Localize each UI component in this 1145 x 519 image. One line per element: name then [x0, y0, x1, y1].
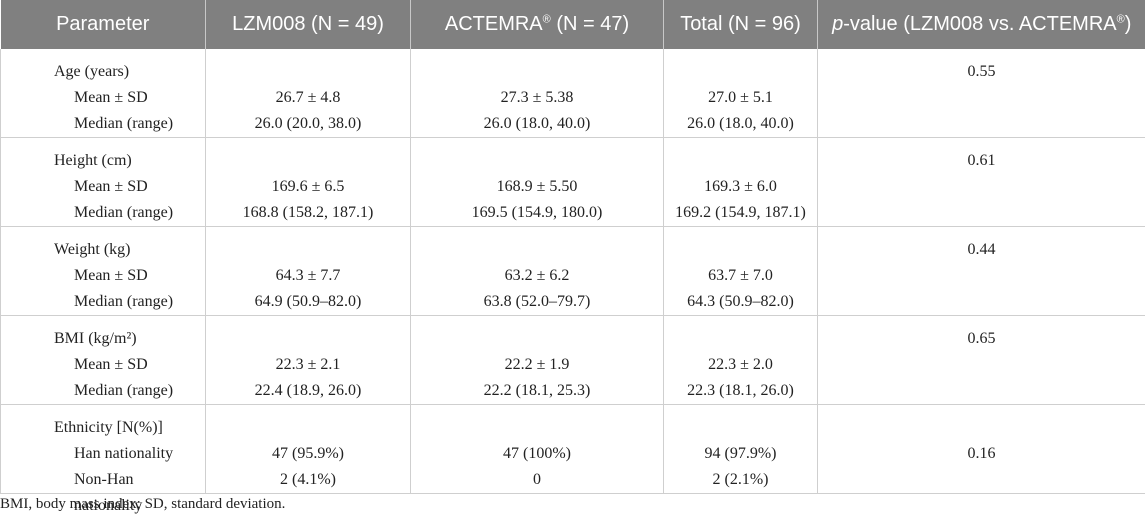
parameter-sub-label: Han nationality	[1, 441, 205, 467]
parameter-sub-label: Median (range)	[1, 200, 205, 226]
lzm008-value: 64.3 ± 7.7	[206, 263, 410, 289]
pvalue: 0.44	[818, 237, 1145, 263]
parameter-cell: BMI (kg/m²) Mean ± SD Median (range)	[1, 316, 206, 405]
table-row: Height (cm) Mean ± SD Median (range) 169…	[1, 138, 1145, 227]
actemra-value: 27.3 ± 5.38	[411, 85, 663, 111]
parameter-label: Weight (kg)	[1, 237, 205, 263]
actemra-value: 168.9 ± 5.50	[411, 174, 663, 200]
actemra-cell: 63.2 ± 6.2 63.8 (52.0–79.7)	[411, 227, 664, 316]
actemra-value: 169.5 (154.9, 180.0)	[411, 200, 663, 226]
lzm008-cell: 22.3 ± 2.1 22.4 (18.9, 26.0)	[206, 316, 411, 405]
lzm008-value: 2 (4.1%)	[206, 467, 410, 493]
header-pvalue: p-value (LZM008 vs. ACTEMRA®)	[818, 0, 1145, 49]
total-cell: 27.0 ± 5.1 26.0 (18.0, 40.0)	[664, 49, 818, 138]
lzm008-value: 22.4 (18.9, 26.0)	[206, 378, 410, 404]
parameter-cell: Weight (kg) Mean ± SD Median (range)	[1, 227, 206, 316]
pvalue: 0.61	[818, 148, 1145, 174]
baseline-characteristics-table: Parameter LZM008 (N = 49) ACTEMRA® (N = …	[0, 0, 1145, 494]
total-value: 169.3 ± 6.0	[664, 174, 817, 200]
actemra-value: 26.0 (18.0, 40.0)	[411, 111, 663, 137]
total-value: 26.0 (18.0, 40.0)	[664, 111, 817, 137]
header-total: Total (N = 96)	[664, 0, 818, 49]
total-cell: 169.3 ± 6.0 169.2 (154.9, 187.1)	[664, 138, 818, 227]
parameter-cell: Height (cm) Mean ± SD Median (range)	[1, 138, 206, 227]
lzm008-value: 169.6 ± 6.5	[206, 174, 410, 200]
lzm008-value: 26.0 (20.0, 38.0)	[206, 111, 410, 137]
pvalue-cell: 0.44	[818, 227, 1145, 316]
total-value: 27.0 ± 5.1	[664, 85, 817, 111]
table-footnote: BMI, body mass index; SD, standard devia…	[0, 496, 285, 513]
actemra-value: 47 (100%)	[411, 441, 663, 467]
pvalue: 0.65	[818, 326, 1145, 352]
pvalue: 0.16	[818, 441, 1145, 467]
table-row: Age (years) Mean ± SD Median (range) 26.…	[1, 49, 1145, 138]
parameter-sub-label: Mean ± SD	[1, 85, 205, 111]
total-value: 64.3 (50.9–82.0)	[664, 289, 817, 315]
actemra-cell: 168.9 ± 5.50 169.5 (154.9, 180.0)	[411, 138, 664, 227]
parameter-sub-label: Mean ± SD	[1, 174, 205, 200]
actemra-cell: 47 (100%) 0	[411, 405, 664, 494]
parameter-sub-label: Non-Han nationality	[1, 467, 205, 493]
actemra-value: 0	[411, 467, 663, 493]
parameter-sub-label: Mean ± SD	[1, 352, 205, 378]
actemra-value: 22.2 ± 1.9	[411, 352, 663, 378]
table-header-row: Parameter LZM008 (N = 49) ACTEMRA® (N = …	[1, 0, 1145, 49]
pvalue-cell: 0.65	[818, 316, 1145, 405]
lzm008-value: 64.9 (50.9–82.0)	[206, 289, 410, 315]
total-value: 22.3 (18.1, 26.0)	[664, 378, 817, 404]
parameter-sub-label: Median (range)	[1, 378, 205, 404]
total-cell: 63.7 ± 7.0 64.3 (50.9–82.0)	[664, 227, 818, 316]
header-lzm008: LZM008 (N = 49)	[206, 0, 411, 49]
actemra-cell: 22.2 ± 1.9 22.2 (18.1, 25.3)	[411, 316, 664, 405]
lzm008-cell: 26.7 ± 4.8 26.0 (20.0, 38.0)	[206, 49, 411, 138]
lzm008-cell: 64.3 ± 7.7 64.9 (50.9–82.0)	[206, 227, 411, 316]
total-cell: 22.3 ± 2.0 22.3 (18.1, 26.0)	[664, 316, 818, 405]
parameter-cell: Age (years) Mean ± SD Median (range)	[1, 49, 206, 138]
parameter-label: Ethnicity [N(%)]	[1, 415, 205, 441]
total-value: 94 (97.9%)	[664, 441, 817, 467]
parameter-label: Age (years)	[1, 59, 205, 85]
parameter-sub-label: Median (range)	[1, 111, 205, 137]
table-row: Ethnicity [N(%)] Han nationality Non-Han…	[1, 405, 1145, 494]
total-cell: 94 (97.9%) 2 (2.1%)	[664, 405, 818, 494]
table-row: BMI (kg/m²) Mean ± SD Median (range) 22.…	[1, 316, 1145, 405]
parameter-sub-label: Median (range)	[1, 289, 205, 315]
lzm008-value: 168.8 (158.2, 187.1)	[206, 200, 410, 226]
lzm008-value: 47 (95.9%)	[206, 441, 410, 467]
total-value: 2 (2.1%)	[664, 467, 817, 493]
pvalue-cell: 0.55	[818, 49, 1145, 138]
lzm008-cell: 47 (95.9%) 2 (4.1%)	[206, 405, 411, 494]
parameter-sub-label: Mean ± SD	[1, 263, 205, 289]
total-value: 169.2 (154.9, 187.1)	[664, 200, 817, 226]
parameter-label: Height (cm)	[1, 148, 205, 174]
total-value: 63.7 ± 7.0	[664, 263, 817, 289]
pvalue: 0.55	[818, 59, 1145, 85]
lzm008-cell: 169.6 ± 6.5 168.8 (158.2, 187.1)	[206, 138, 411, 227]
parameter-label: BMI (kg/m²)	[1, 326, 205, 352]
header-parameter: Parameter	[1, 0, 206, 49]
lzm008-value: 26.7 ± 4.8	[206, 85, 410, 111]
actemra-value: 22.2 (18.1, 25.3)	[411, 378, 663, 404]
pvalue-cell: 0.61	[818, 138, 1145, 227]
lzm008-value: 22.3 ± 2.1	[206, 352, 410, 378]
table-row: Weight (kg) Mean ± SD Median (range) 64.…	[1, 227, 1145, 316]
total-value: 22.3 ± 2.0	[664, 352, 817, 378]
actemra-value: 63.2 ± 6.2	[411, 263, 663, 289]
pvalue-cell: 0.16	[818, 405, 1145, 494]
parameter-cell: Ethnicity [N(%)] Han nationality Non-Han…	[1, 405, 206, 494]
header-actemra: ACTEMRA® (N = 47)	[411, 0, 664, 49]
actemra-value: 63.8 (52.0–79.7)	[411, 289, 663, 315]
actemra-cell: 27.3 ± 5.38 26.0 (18.0, 40.0)	[411, 49, 664, 138]
baseline-characteristics-table-container: Parameter LZM008 (N = 49) ACTEMRA® (N = …	[0, 0, 1145, 494]
